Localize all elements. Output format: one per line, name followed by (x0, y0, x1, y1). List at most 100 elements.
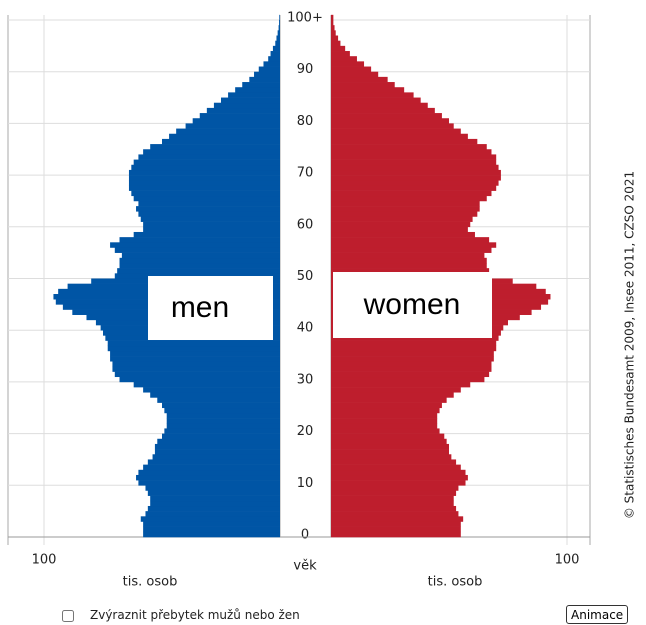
bar (133, 159, 280, 166)
checkbox-label[interactable]: Zvýraznit přebytek mužů nebo žen (90, 608, 300, 622)
bar (150, 500, 280, 507)
bar (331, 511, 459, 517)
x-axis-label: tis. osob (428, 575, 483, 590)
checkbox[interactable] (62, 610, 74, 622)
bar (136, 474, 280, 481)
bar (331, 500, 454, 507)
bar (133, 195, 280, 202)
bar (331, 107, 435, 114)
bar (331, 252, 485, 259)
bar (331, 247, 492, 253)
bar (235, 87, 280, 93)
bar (331, 25, 335, 31)
y-axis-label: věk (293, 559, 317, 574)
bar (331, 66, 372, 72)
bar (143, 526, 280, 533)
bar (272, 45, 280, 52)
bar (263, 61, 280, 67)
y-tick-label: 10 (297, 476, 314, 491)
bar (162, 138, 280, 145)
bar (119, 237, 281, 243)
bar (331, 61, 365, 67)
bar (331, 87, 405, 93)
bar (331, 45, 346, 52)
bar (331, 459, 457, 465)
bar (277, 30, 280, 36)
bar (128, 175, 280, 181)
bar (331, 376, 485, 383)
bar (331, 531, 461, 538)
bar (331, 495, 454, 502)
bar (136, 206, 280, 212)
bar (331, 149, 492, 155)
y-tick-label: 20 (297, 424, 314, 439)
bar (331, 428, 440, 434)
bar (147, 505, 280, 512)
y-tick-label: 70 (297, 166, 314, 181)
bar (331, 71, 379, 78)
bar (164, 428, 280, 434)
bar (199, 113, 280, 119)
bar (147, 459, 280, 465)
animate-button[interactable]: Animace (566, 605, 629, 624)
bar (147, 490, 280, 496)
bar (331, 40, 341, 47)
bar (331, 387, 461, 393)
bar (228, 92, 280, 98)
bar (150, 495, 280, 502)
bar (331, 138, 478, 145)
y-tick-label: 0 (301, 528, 309, 543)
bar (154, 449, 280, 455)
bar (110, 350, 280, 357)
bar (268, 56, 280, 62)
bar (331, 371, 490, 378)
bar (254, 71, 280, 78)
legend-box (333, 272, 492, 338)
bar (121, 252, 280, 259)
bar (331, 231, 475, 238)
bar (138, 469, 280, 476)
bar (138, 480, 280, 486)
legend-label: women (363, 288, 461, 321)
bar (117, 268, 280, 274)
bar (176, 128, 280, 135)
bar (331, 443, 449, 450)
bar (166, 412, 280, 419)
bar (162, 402, 280, 409)
bar (275, 40, 280, 47)
bar (138, 200, 280, 207)
bar (145, 511, 280, 517)
bar (331, 169, 501, 176)
legend-box (148, 276, 273, 340)
bar (331, 381, 471, 388)
bar (143, 531, 280, 538)
x-axis-label: tis. osob (123, 575, 178, 590)
bar (331, 237, 490, 243)
bar (276, 35, 280, 41)
bar (331, 144, 487, 150)
bar (331, 464, 461, 471)
bar (138, 154, 280, 160)
bar (331, 356, 494, 362)
bar (331, 206, 480, 212)
bar (331, 216, 473, 222)
bar (331, 345, 497, 352)
bar (128, 185, 280, 191)
bar (331, 123, 454, 129)
bar (143, 387, 280, 393)
bar (331, 340, 497, 347)
bar (157, 397, 280, 403)
y-tick-label: 60 (297, 217, 314, 232)
bar (331, 474, 468, 481)
bar (331, 242, 497, 248)
bar (270, 51, 280, 57)
bar (331, 521, 461, 527)
bar (131, 164, 280, 171)
bar (331, 185, 497, 191)
y-tick-label: 90 (297, 62, 314, 77)
bar (331, 361, 492, 367)
bar (331, 490, 457, 496)
bar (279, 20, 280, 26)
bar (128, 180, 280, 186)
